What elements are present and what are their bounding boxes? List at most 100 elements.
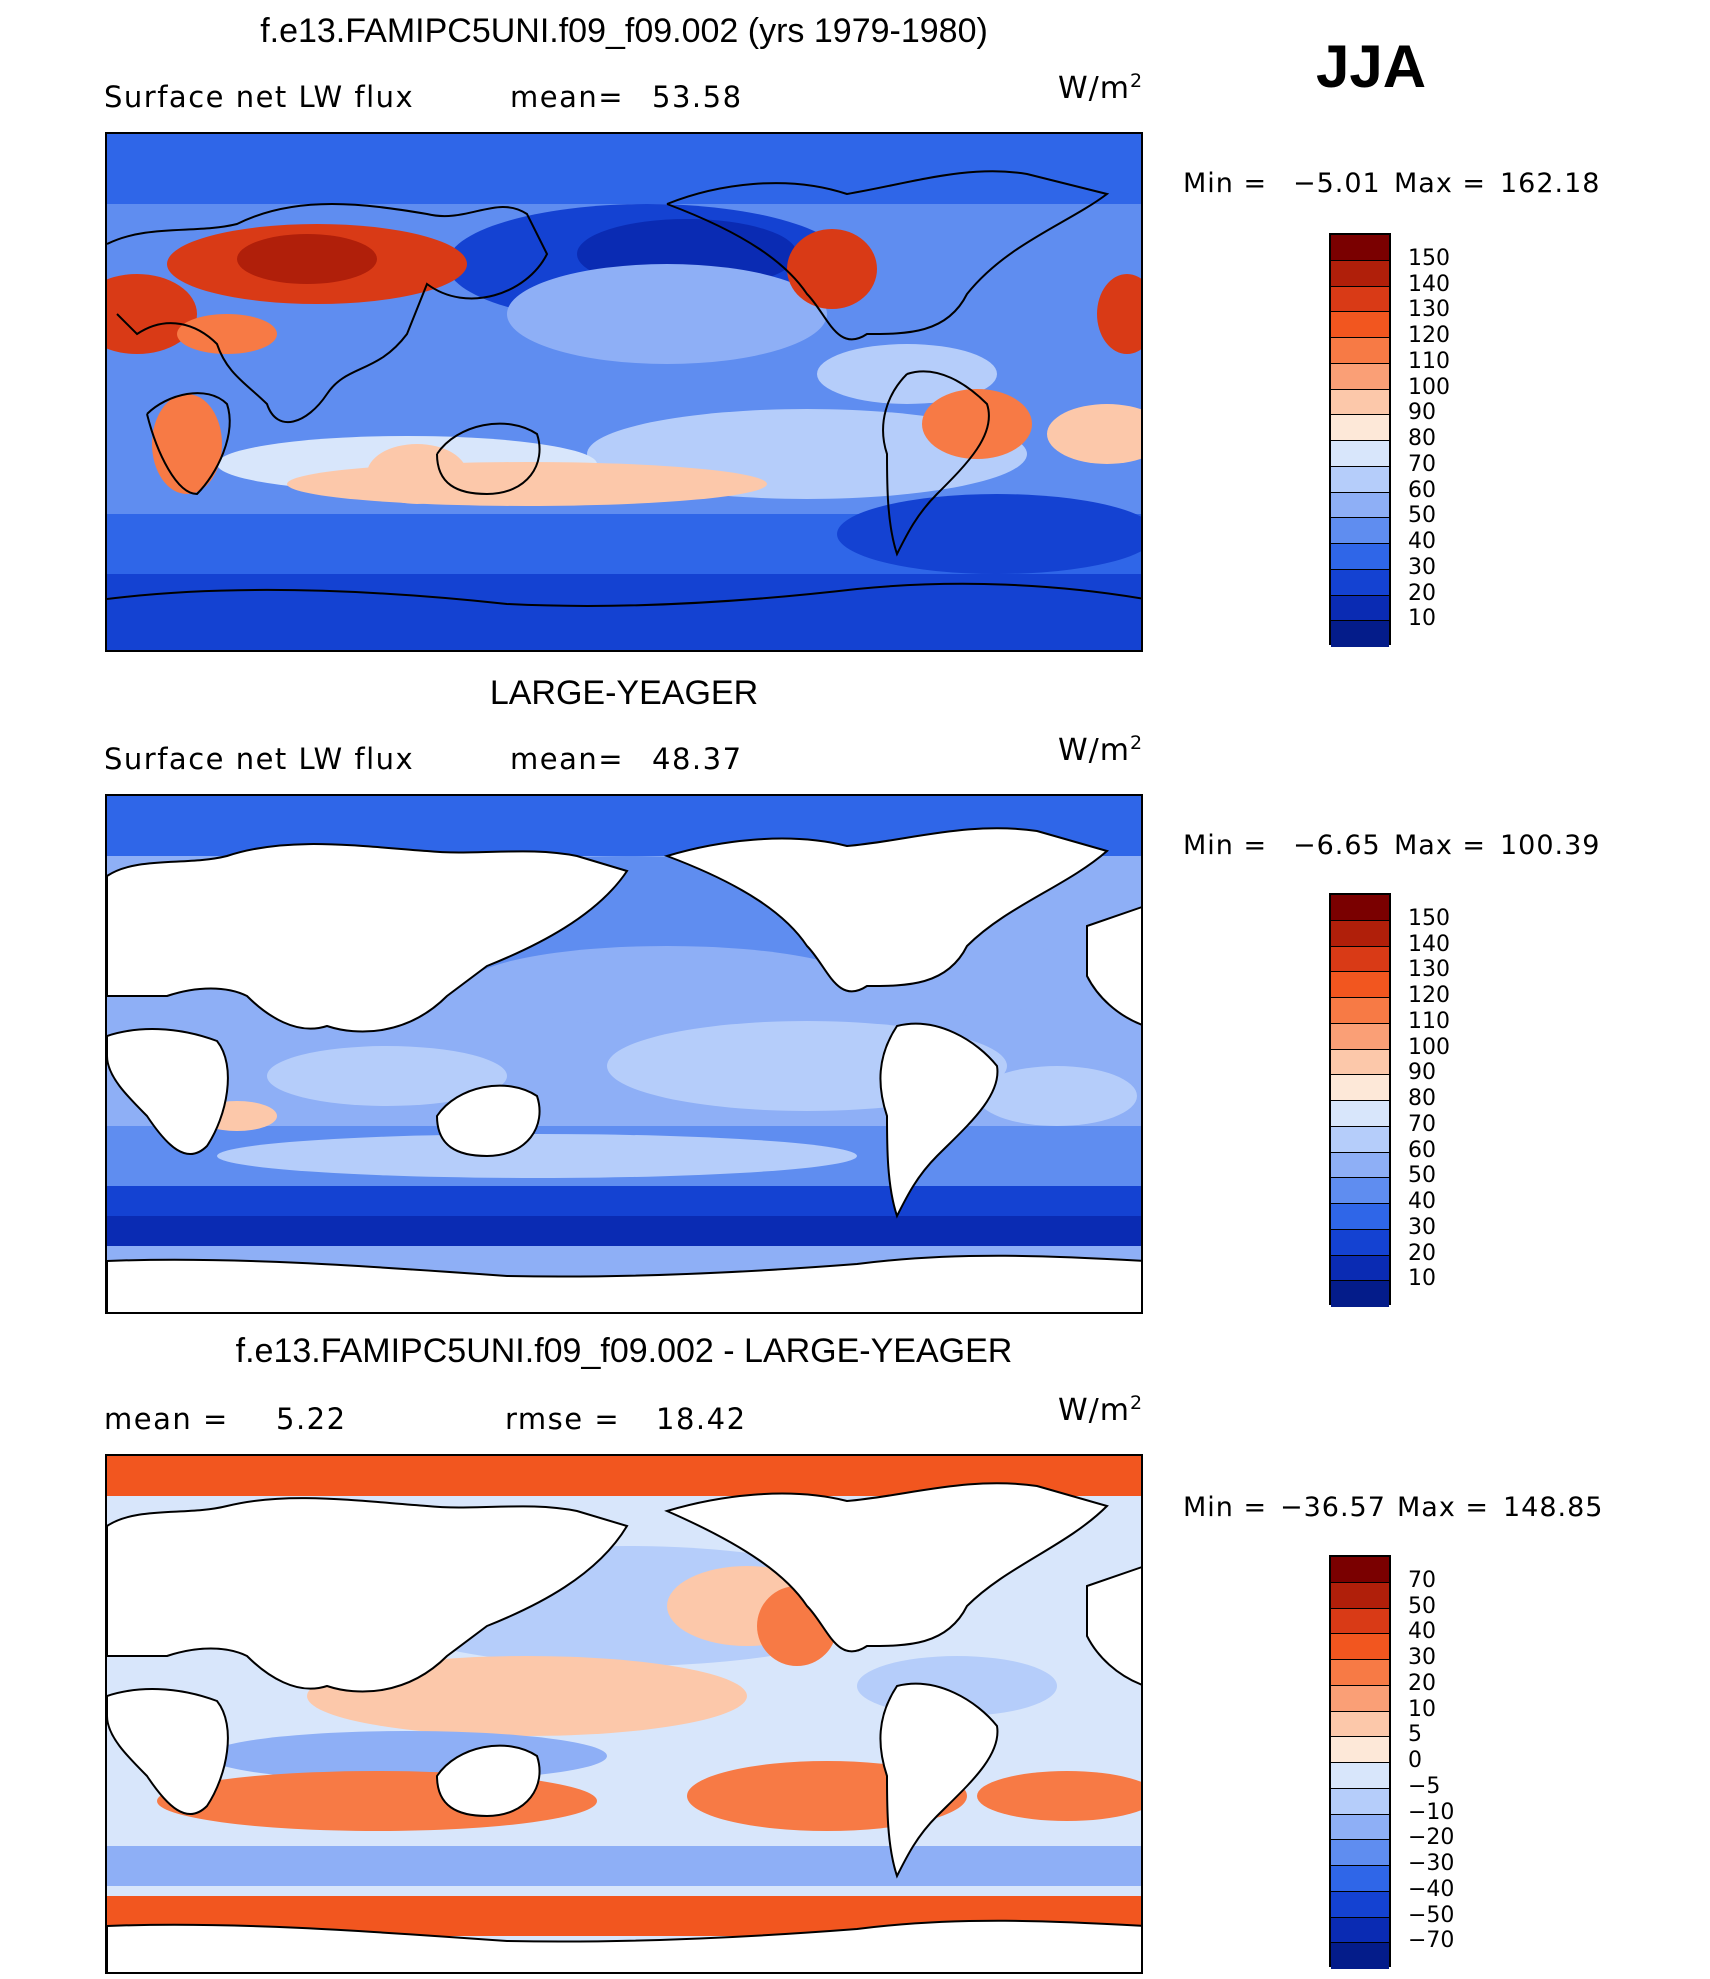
colorbar-tick-label: 110 (1408, 348, 1450, 374)
panel3-mean-value: 5.22 (276, 1402, 347, 1436)
colorbar-swatch (1331, 998, 1389, 1024)
colorbar-swatch (1331, 1814, 1389, 1841)
colorbar-swatch (1331, 1152, 1389, 1179)
colorbar-tick-label: 140 (1408, 271, 1450, 297)
colorbar-swatch (1331, 363, 1389, 390)
panel1-max-value: 162.18 (1500, 168, 1601, 199)
colorbar-swatch (1331, 441, 1389, 467)
panel1-field-name: Surface net LW flux (104, 80, 415, 114)
colorbar-tick-label: 70 (1408, 1567, 1436, 1593)
colorbar-tick-label: 10 (1408, 606, 1436, 632)
colorbar-swatch (1331, 518, 1389, 544)
colorbar-swatch (1331, 286, 1389, 313)
colorbar-swatch (1331, 1557, 1389, 1583)
colorbar-tick-label: 30 (1408, 1645, 1436, 1670)
panel3-units: W/m2 (1058, 1392, 1144, 1428)
colorbar-swatch (1331, 946, 1389, 973)
colorbar-tick-label: 50 (1408, 503, 1436, 529)
colorbar-tick-label: −40 (1408, 1876, 1455, 1902)
panel3-mean-label: mean = (104, 1402, 229, 1436)
panel3-min-value: −36.57 (1280, 1492, 1386, 1523)
colorbar-tick-label: 60 (1408, 1137, 1436, 1163)
colorbar-swatch (1331, 1178, 1389, 1204)
colorbar-swatch (1331, 1049, 1389, 1076)
colorbar-swatch (1331, 1075, 1389, 1101)
colorbar-tick-label: 60 (1408, 477, 1436, 503)
colorbar-tick-label: 140 (1408, 931, 1450, 957)
colorbar-swatch (1331, 235, 1389, 261)
colorbar-swatch (1331, 1634, 1389, 1660)
colorbar-tick-label: −10 (1408, 1799, 1455, 1825)
colorbar-tick-label: 120 (1408, 323, 1450, 348)
panel1-max-label: Max = (1394, 168, 1487, 199)
panel1-map (105, 132, 1143, 652)
panel2-max-value: 100.39 (1500, 830, 1601, 861)
colorbar-tick-label: 20 (1408, 1240, 1436, 1266)
colorbar-swatch (1331, 1788, 1389, 1815)
colorbar-tick-label: 130 (1408, 957, 1450, 983)
colorbar-swatch (1331, 1737, 1389, 1763)
colorbar-swatch (1331, 1866, 1389, 1892)
colorbar-tick-label: 30 (1408, 554, 1436, 580)
colorbar-tick-label: 40 (1408, 1619, 1436, 1645)
colorbar-swatch (1331, 1943, 1389, 1969)
colorbar-swatch (1331, 569, 1389, 596)
colorbar-tick-label: 100 (1408, 374, 1450, 400)
colorbar-swatch (1331, 1281, 1389, 1307)
colorbar-swatch (1331, 415, 1389, 441)
colorbar-tick-label: 150 (1408, 905, 1450, 931)
colorbar-tick-label: 110 (1408, 1008, 1450, 1034)
panel3-rmse-label: rmse = (505, 1402, 621, 1436)
colorbar-tick-label: 0 (1408, 1748, 1422, 1773)
panel1-title: f.e13.FAMIPC5UNI.f09_f09.002 (yrs 1979-1… (260, 12, 988, 50)
colorbar-tick-label: 90 (1408, 1060, 1436, 1086)
colorbar-tick-label: 50 (1408, 1593, 1436, 1619)
colorbar-swatch (1331, 466, 1389, 493)
colorbar-tick-label: 30 (1408, 1214, 1436, 1240)
panel1-units: W/m2 (1058, 70, 1144, 106)
colorbar-swatch (1331, 260, 1389, 287)
panel2-title: LARGE-YEAGER (489, 674, 759, 712)
colorbar-tick-label: 80 (1408, 1086, 1436, 1111)
colorbar-swatch (1331, 1126, 1389, 1153)
colorbar-swatch (1331, 1660, 1389, 1686)
colorbar-tick-label: 70 (1408, 1111, 1436, 1137)
panel1-mean-label: mean= (510, 80, 625, 114)
colorbar-swatch (1331, 1763, 1389, 1789)
panel2-mean-value: 48.37 (652, 742, 743, 776)
panel3-max-value: 148.85 (1503, 1492, 1604, 1523)
panel3-colorbar (1329, 1555, 1391, 1969)
colorbar-swatch (1331, 595, 1389, 622)
colorbar-swatch (1331, 1582, 1389, 1609)
colorbar-tick-label: 80 (1408, 426, 1436, 451)
colorbar-swatch (1331, 312, 1389, 338)
colorbar-swatch (1331, 544, 1389, 570)
colorbar-tick-label: 100 (1408, 1034, 1450, 1060)
panel2-min-value: −6.65 (1293, 830, 1381, 861)
colorbar-tick-label: 5 (1408, 1722, 1422, 1748)
season-label: JJA (1316, 33, 1427, 100)
colorbar-swatch (1331, 621, 1389, 647)
panel3-min-label: Min = (1183, 1492, 1268, 1523)
colorbar-swatch (1331, 492, 1389, 519)
colorbar-swatch (1331, 1608, 1389, 1635)
panel1-mean-value: 53.58 (652, 80, 743, 114)
panel3-map (105, 1454, 1143, 1974)
panel2-mean-label: mean= (510, 742, 625, 776)
colorbar-swatch (1331, 1917, 1389, 1944)
colorbar-tick-label: 130 (1408, 297, 1450, 323)
colorbar-tick-label: 120 (1408, 983, 1450, 1008)
colorbar-swatch (1331, 389, 1389, 416)
colorbar-swatch (1331, 1891, 1389, 1918)
colorbar-swatch (1331, 1685, 1389, 1712)
colorbar-swatch (1331, 972, 1389, 998)
panel1-min-label: Min = (1183, 168, 1268, 199)
panel2-units: W/m2 (1058, 732, 1144, 768)
panel3-max-label: Max = (1397, 1492, 1490, 1523)
panel3-title: f.e13.FAMIPC5UNI.f09_f09.002 - LARGE-YEA… (235, 1332, 1013, 1370)
colorbar-tick-label: −20 (1408, 1825, 1455, 1851)
colorbar-swatch (1331, 1023, 1389, 1050)
panel1-min-value: −5.01 (1293, 168, 1381, 199)
colorbar-tick-label: 20 (1408, 1670, 1436, 1696)
colorbar-tick-label: 40 (1408, 1189, 1436, 1214)
